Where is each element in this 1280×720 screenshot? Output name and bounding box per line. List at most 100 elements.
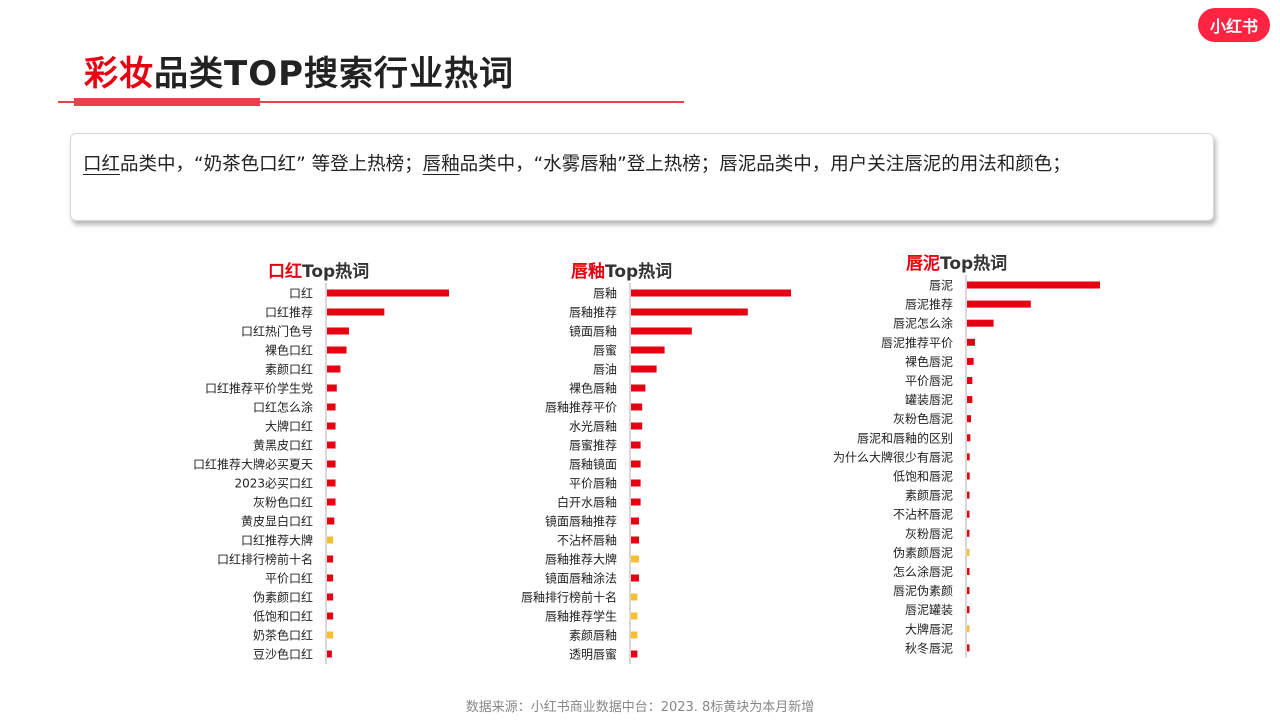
category-label: 黄皮显白口红: [241, 514, 313, 529]
category-label: 唇釉推荐平价: [545, 400, 617, 415]
category-label: 唇釉推荐大牌: [545, 552, 617, 567]
category-label: 平价唇釉: [569, 476, 617, 491]
category-label: 唇釉镜面: [569, 457, 617, 472]
category-label: 镜面唇釉涂法: [545, 571, 617, 586]
bar: [327, 403, 336, 411]
category-label: 口红推荐平价学生党: [205, 381, 313, 396]
category-label: 唇泥怎么涂: [893, 316, 953, 331]
category-label: 灰粉色唇泥: [893, 412, 953, 426]
chart-title-highlight: 唇釉: [571, 262, 605, 282]
category-label: 唇釉排行榜前十名: [521, 590, 617, 605]
category-label: 秋冬唇泥: [905, 640, 953, 655]
bar: [967, 338, 975, 346]
category-label: 平价唇泥: [905, 374, 953, 388]
category-label: 水光唇釉: [569, 419, 617, 434]
category-label: 唇泥罐装: [905, 603, 953, 617]
bar: [967, 510, 970, 518]
title-underline-thin: [58, 101, 684, 103]
bar: [967, 377, 973, 384]
category-label: 黄黑皮口红: [253, 438, 313, 453]
bar: [327, 593, 334, 601]
bar: [967, 281, 1100, 289]
category-label: 灰粉色口红: [253, 495, 313, 510]
chart-title-lipmud: 唇泥Top热词: [906, 249, 1007, 274]
bar: [967, 491, 970, 499]
bar: [327, 631, 334, 639]
bar: [631, 308, 748, 316]
category-label: 裸色唇釉: [569, 381, 617, 396]
bar: [327, 441, 336, 449]
bar: [631, 517, 639, 525]
category-label: 唇釉: [593, 286, 617, 301]
bar: [967, 357, 974, 365]
bar: [327, 460, 336, 468]
bar: [967, 300, 1031, 308]
chart-title-highlight: 唇泥: [906, 254, 940, 274]
bar: [631, 346, 665, 354]
bar: [327, 308, 385, 316]
summary-lipstick-text: 品类中，“奶茶色口红” 等登上热榜；: [120, 154, 423, 175]
bar: [967, 434, 971, 442]
category-label: 唇釉推荐学生: [545, 609, 617, 624]
bar: [631, 479, 641, 487]
category-label: 低饱和口红: [253, 609, 313, 624]
category-label: 唇蜜推荐: [569, 438, 617, 453]
category-label: 口红推荐: [265, 305, 313, 320]
bar: [631, 422, 643, 430]
bar: [631, 498, 641, 506]
category-label: 2023必买口红: [234, 476, 313, 491]
category-label: 镜面唇釉推荐: [545, 514, 617, 529]
bar: [967, 587, 970, 595]
chart-title-rest: Top热词: [940, 254, 1008, 274]
bar: [327, 498, 336, 506]
category-label: 镜面唇釉: [569, 324, 617, 339]
bar: [631, 536, 639, 544]
category-label: 奶茶色口红: [253, 628, 313, 643]
bar: [631, 327, 692, 335]
summary-lipglaze-text: 品类中，“水雾唇釉”登上热榜；唇泥品类中，用户关注唇泥的用法和颜色；: [459, 154, 1071, 175]
category-label: 口红: [289, 286, 313, 301]
bar: [967, 568, 970, 575]
category-label: 唇泥和唇釉的区别: [857, 430, 953, 445]
bar: [967, 548, 970, 556]
bar: [327, 365, 341, 373]
chart-lipmud: 唇泥唇泥推荐唇泥怎么涂唇泥推荐平价裸色唇泥平价唇泥罐装唇泥灰粉色唇泥唇泥和唇釉的…: [833, 275, 1100, 658]
bar: [631, 555, 639, 563]
chart-title-highlight: 口红: [268, 262, 302, 282]
bar: [327, 479, 336, 487]
bar: [327, 384, 337, 392]
category-label: 口红推荐大牌必买夏天: [193, 457, 313, 472]
summary-keyword-lipstick: 口红: [83, 154, 121, 175]
page-title-rest: 品类TOP搜索行业热词: [154, 54, 515, 94]
category-label: 为什么大牌很少有唇泥: [833, 450, 953, 464]
summary-keyword-lipglaze: 唇釉: [422, 154, 460, 175]
summary-text: 口红品类中，“奶茶色口红” 等登上热榜；唇釉品类中，“水雾唇釉”登上热榜；唇泥品…: [83, 146, 1203, 184]
category-label: 裸色唇泥: [905, 354, 953, 369]
category-label: 低饱和唇泥: [893, 469, 953, 484]
category-label: 怎么涂唇泥: [893, 564, 953, 579]
summary-box: 口红品类中，“奶茶色口红” 等登上热榜；唇釉品类中，“水雾唇釉”登上热榜；唇泥品…: [70, 133, 1214, 221]
category-label: 灰粉唇泥: [905, 527, 953, 541]
category-label: 不沾杯唇釉: [557, 533, 617, 548]
category-label: 唇泥推荐平价: [881, 336, 953, 350]
bar: [327, 289, 449, 297]
bar: [631, 574, 639, 582]
category-label: 透明唇蜜: [569, 647, 617, 662]
page-title-highlight: 彩妆: [84, 54, 154, 94]
bar: [631, 403, 643, 411]
category-label: 伪素颜口红: [253, 590, 313, 605]
category-label: 唇蜜: [593, 343, 617, 358]
bar: [967, 472, 970, 480]
category-label: 素颜口红: [265, 362, 313, 377]
source-note: 数据来源：小红书商业数据中台：2023. 8标黄块为本月新增: [465, 700, 815, 715]
bar: [631, 460, 641, 468]
bar: [327, 555, 334, 563]
bar: [967, 644, 970, 652]
category-label: 唇油: [593, 363, 617, 377]
category-label: 豆沙色口红: [253, 647, 313, 662]
category-label: 大牌唇泥: [905, 622, 953, 636]
category-label: 素颜唇泥: [905, 488, 953, 503]
category-label: 裸色口红: [265, 343, 313, 358]
bar: [631, 384, 646, 392]
